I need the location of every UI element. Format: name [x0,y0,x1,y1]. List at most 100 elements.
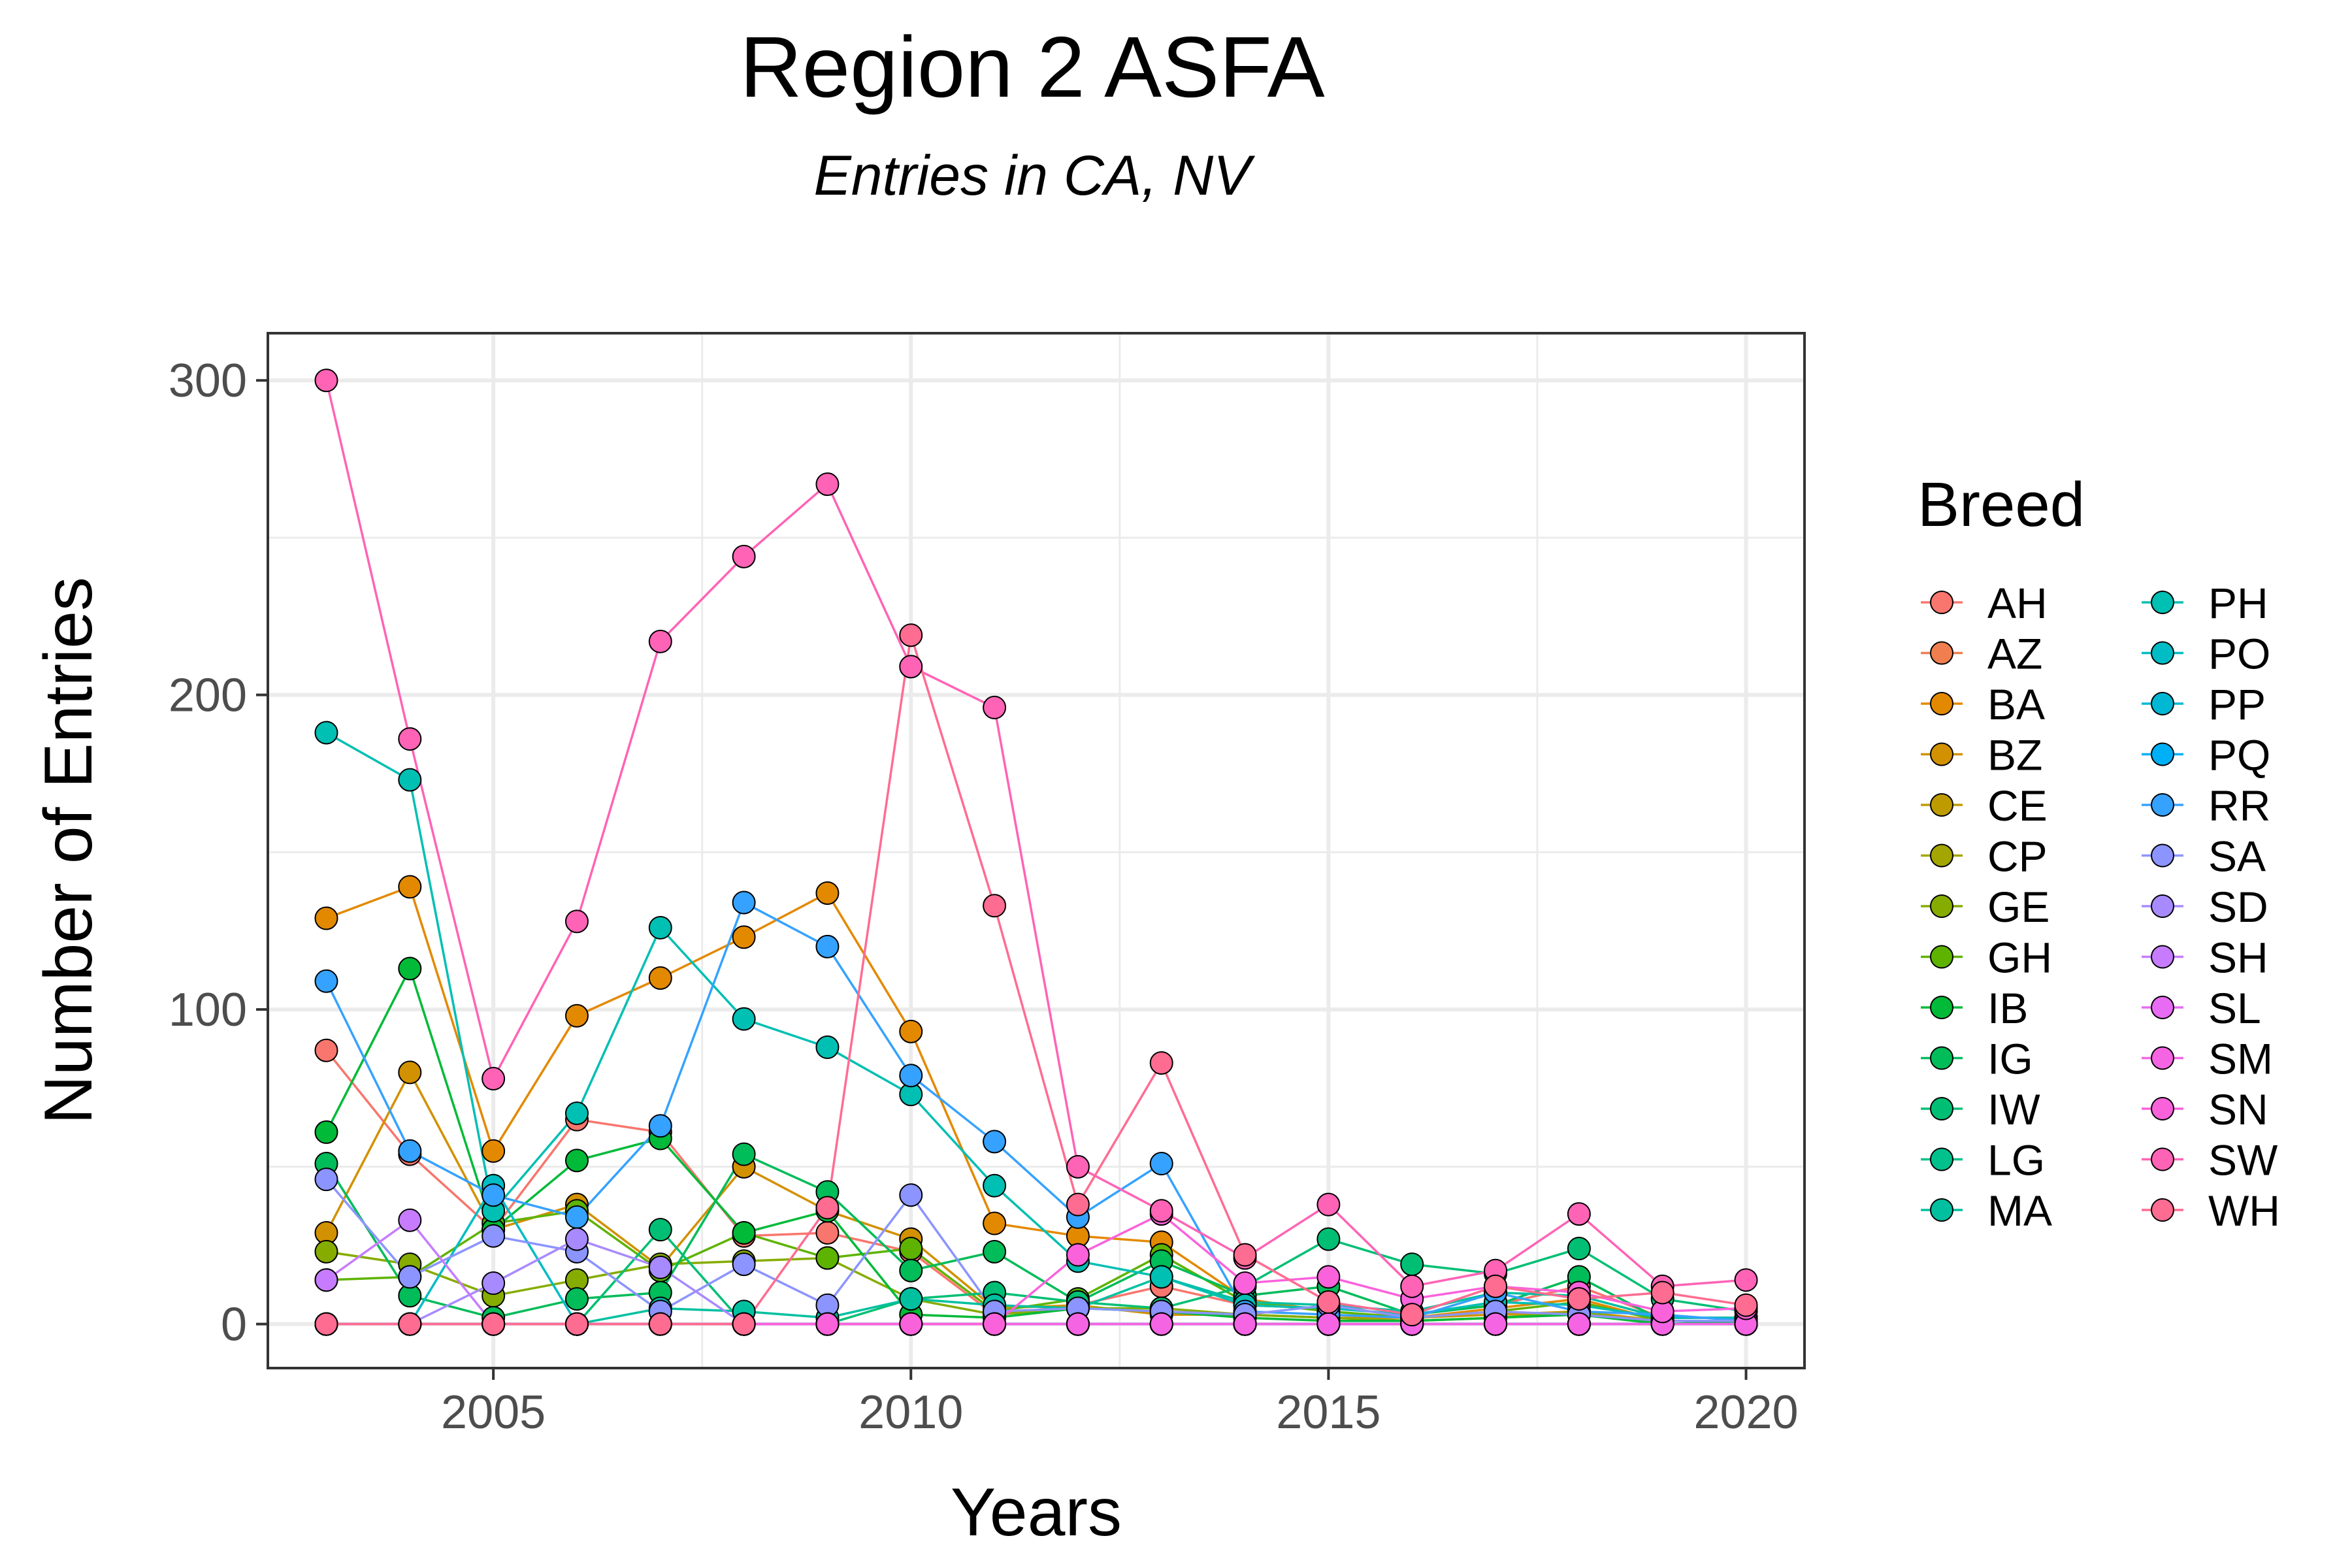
x-tick-label: 2020 [1693,1386,1798,1439]
legend-title: Breed [1918,470,2085,540]
legend-key-point-ah [1930,591,1953,614]
legend-key-point-lg [1930,1147,1953,1171]
data-point-wh [648,1312,672,1336]
data-point-gh [899,1237,923,1261]
data-point-ig [732,1142,756,1166]
legend-label-sm: SM [2208,1035,2273,1083]
data-point-sw [1734,1268,1758,1292]
legend-label-iw: IW [1987,1085,2040,1134]
data-point-iw [648,1218,672,1242]
legend-label-az: AZ [1987,630,2042,678]
data-point-wh [1149,1051,1173,1075]
legend-key-point-ma [1930,1198,1953,1222]
legend-key-point-sh [2151,945,2174,969]
data-point-ba [732,925,756,949]
data-point-ph [1149,1265,1173,1289]
series-line-sa [325,1178,1746,1322]
data-point-sw [899,655,923,679]
data-point-ph [815,1035,840,1059]
data-point-sw [564,909,589,934]
data-point-rr [1149,1152,1173,1176]
legend-key-point-pq [2151,742,2174,766]
data-point-ph [564,1102,589,1126]
data-point-rr [398,1139,422,1163]
legend-key-point-po [2151,641,2174,665]
data-point-rr [815,934,840,958]
plot-panel [268,333,1805,1368]
x-tick-label: 2010 [858,1386,963,1439]
data-point-sa [899,1183,923,1207]
series-lines [325,380,1746,1326]
data-point-ba [899,1019,923,1043]
data-point-ig [983,1239,1007,1264]
legend-key-point-rr [2151,793,2174,817]
data-point-ig [564,1287,589,1311]
data-point-ba [983,1211,1007,1235]
legend-label-ib: IB [1987,984,2028,1032]
data-point-ba [482,1139,506,1163]
legend-key-point-az [1930,641,1953,665]
legend-key-point-wh [2151,1198,2174,1222]
legend-label-lg: LG [1987,1136,2045,1184]
data-point-sd [648,1255,672,1279]
legend-key-point-iw [1930,1097,1953,1120]
legend-label-gh: GH [1987,934,2052,982]
data-point-sn [983,1312,1007,1336]
data-point-wh [398,1312,422,1336]
legend-key-point-sn [2151,1097,2174,1120]
x-axis-title: Years [951,1475,1122,1550]
legend-key-point-sd [2151,894,2174,918]
legend-key-point-pp [2151,692,2174,715]
data-point-iw [1567,1237,1591,1261]
data-point-sn [1316,1265,1341,1289]
data-point-sm [1567,1312,1591,1336]
data-point-ge [314,1239,338,1264]
data-point-sa [314,1168,338,1192]
legend-label-ma: MA [1987,1186,2052,1235]
data-point-wh [564,1312,589,1336]
legend-key-point-cp [1930,843,1953,868]
data-point-sw [1400,1274,1424,1298]
legend-key-point-gh [1930,945,1953,969]
data-point-wh [1567,1287,1591,1311]
data-point-sn [815,1312,840,1336]
data-point-sm [1484,1312,1508,1336]
x-tick-label: 2015 [1276,1386,1380,1439]
data-point-sw [482,1067,506,1091]
legend-key-point-ph [2151,591,2174,614]
data-point-wh [983,894,1007,918]
data-point-ib [398,956,422,981]
series-line-ib [325,965,1746,1326]
data-point-wh [1734,1293,1758,1317]
legend-label-sh: SH [2208,934,2268,982]
legend-label-wh: WH [2208,1186,2280,1235]
data-point-sd [564,1227,589,1251]
data-point-wh [899,623,923,647]
data-point-sm [1149,1312,1173,1336]
data-point-sn [1233,1271,1257,1296]
data-point-ph [398,768,422,792]
data-point-iw [1400,1252,1424,1277]
data-point-ph [648,915,672,939]
data-point-sn [1066,1243,1090,1267]
data-point-wh [1650,1281,1674,1305]
data-point-wh [482,1312,506,1336]
legend-label-po: PO [2208,630,2270,678]
legend-label-bz: BZ [1987,731,2042,779]
data-point-sa [482,1224,506,1248]
data-point-ah [815,1220,840,1245]
data-point-rr [983,1130,1007,1154]
legend-key-point-ba [1930,692,1953,715]
data-point-ib [564,1149,589,1173]
series-line-wh [326,634,1746,1326]
data-point-ib [732,1220,756,1245]
legend-key-point-sa [2151,843,2174,868]
legend-label-sn: SN [2208,1085,2268,1134]
data-point-ph [983,1173,1007,1198]
legend-key-point-ib [1930,996,1953,1019]
legend-label-ah: AH [1987,579,2048,627]
data-point-wh [1066,1192,1090,1217]
data-point-sw [1567,1202,1591,1226]
legend-key-point-sw [2151,1147,2174,1171]
data-point-sw [815,472,840,497]
